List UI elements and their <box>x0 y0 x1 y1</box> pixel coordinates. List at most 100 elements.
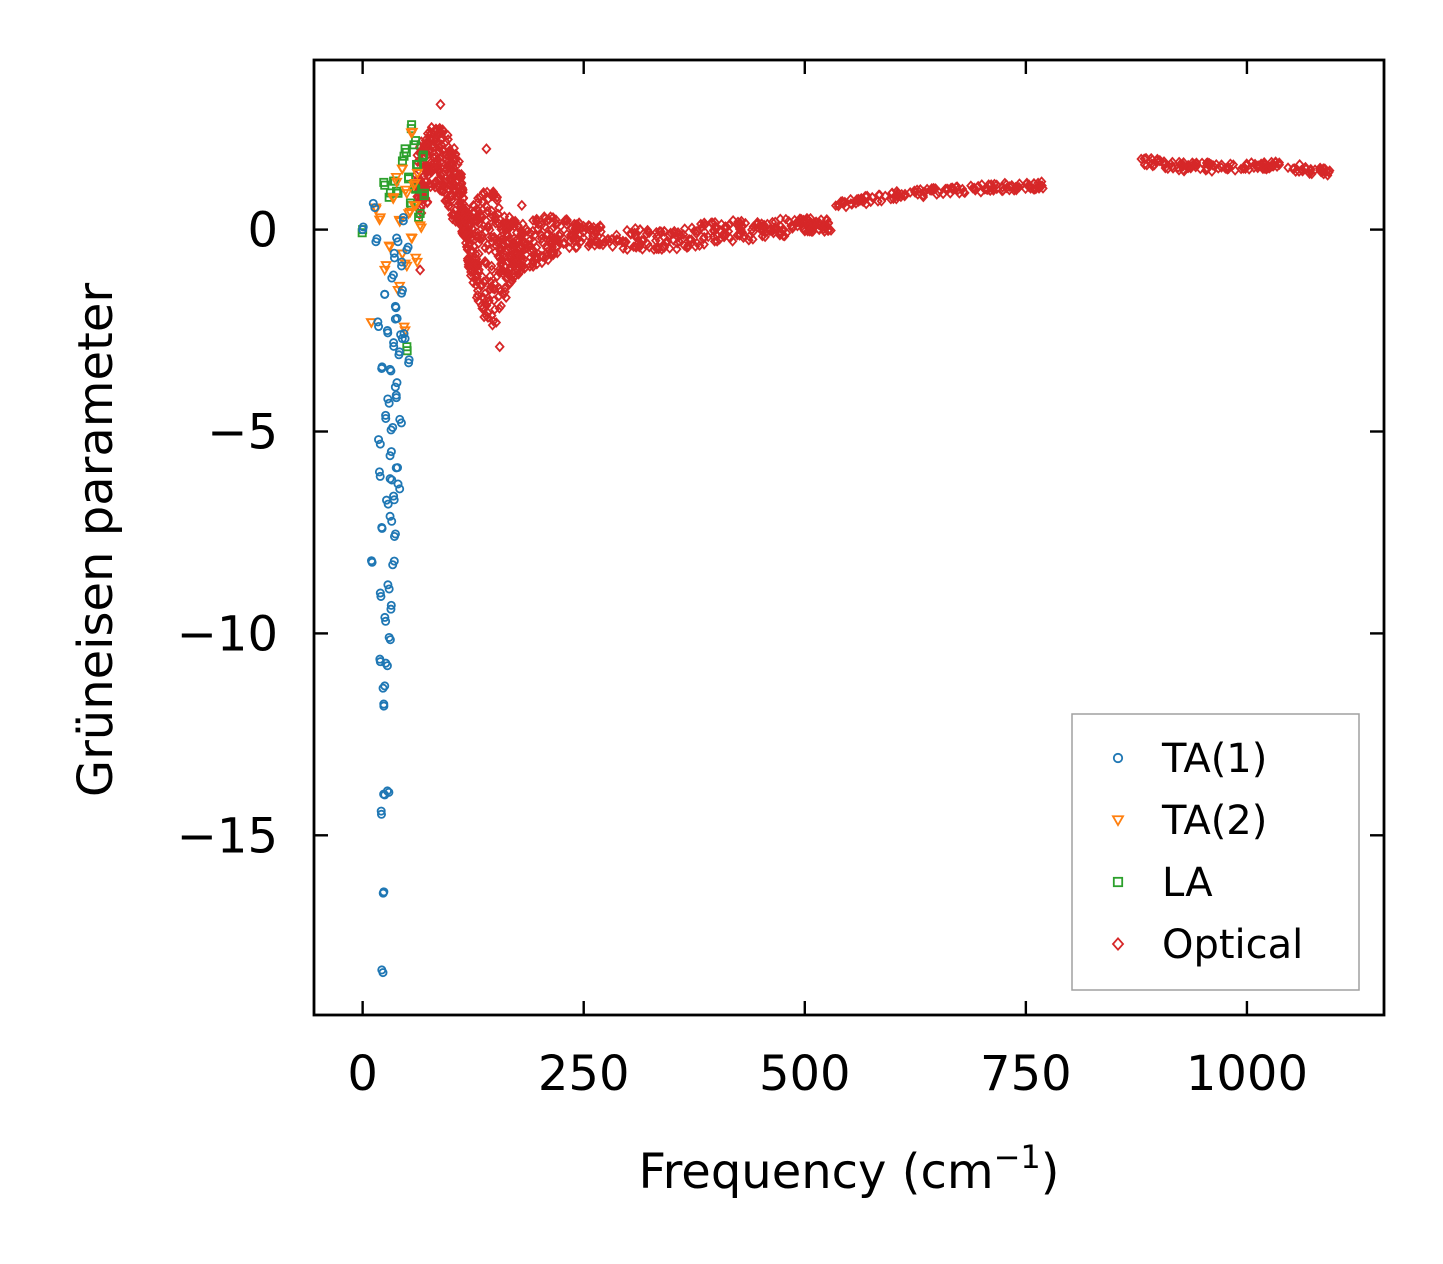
optical-point <box>492 195 502 207</box>
ta1-point <box>393 463 403 473</box>
optical-point <box>781 227 792 239</box>
optical-point <box>912 189 923 200</box>
optical-point <box>456 171 466 183</box>
optical-point <box>432 153 443 165</box>
ta1-point <box>400 334 410 344</box>
optical-point <box>1013 182 1023 193</box>
ta1-point <box>380 289 390 299</box>
optical-point <box>519 253 529 265</box>
ta1-point <box>370 203 380 213</box>
optical-point <box>483 221 494 233</box>
optical-point <box>1146 152 1157 164</box>
ta1-point <box>397 261 407 271</box>
optical-point <box>473 205 484 217</box>
optical-point <box>510 218 521 229</box>
optical-point <box>469 215 480 226</box>
optical-point <box>888 193 899 205</box>
y-tick-label: 0 <box>247 203 278 259</box>
optical-point <box>830 200 841 212</box>
optical-point <box>509 258 520 270</box>
ta2-point <box>390 177 403 189</box>
optical-point <box>430 134 441 146</box>
x-axis-title-close: ) <box>1041 1144 1060 1200</box>
optical-point <box>501 229 512 241</box>
legend-la-item: LA <box>1112 860 1213 906</box>
legend-ta1-item: TA(1) <box>1112 736 1267 782</box>
optical-point <box>900 188 910 200</box>
optical-point <box>441 136 451 148</box>
legend-ta1-label: TA(1) <box>1161 736 1267 782</box>
optical-point <box>892 187 903 199</box>
optical-point <box>737 226 747 238</box>
ta1-point <box>375 588 385 598</box>
ta1-point <box>386 600 396 610</box>
optical-point <box>1261 163 1272 175</box>
optical-point <box>598 239 608 251</box>
x-tick-label: 250 <box>538 1046 630 1102</box>
ta1-point <box>381 658 391 668</box>
ta2-point <box>411 257 424 269</box>
optical-point <box>595 238 605 250</box>
ta1-point <box>385 635 395 645</box>
optical-point <box>421 175 432 187</box>
optical-point <box>454 156 464 167</box>
optical-point <box>1006 179 1017 191</box>
optical-point <box>642 238 653 250</box>
optical-point <box>517 256 527 267</box>
optical-point <box>580 222 591 234</box>
ta1-point <box>395 484 405 494</box>
optical-point <box>435 169 446 181</box>
optical-point <box>443 183 453 195</box>
optical-point <box>628 241 639 253</box>
optical-point <box>572 241 582 253</box>
ta1-point <box>386 425 396 435</box>
ta1-point <box>390 314 400 324</box>
ta1-point <box>397 288 407 298</box>
optical-point <box>484 244 494 256</box>
optical-point <box>1011 184 1022 196</box>
x-axis-title-main: Frequency (cm <box>638 1144 993 1200</box>
optical-point <box>691 228 702 240</box>
ta1-point <box>389 491 399 501</box>
legend-optical-marker <box>1111 936 1125 952</box>
optical-point <box>536 250 546 262</box>
axes-layer: 0 250 500 750 1000 0 −5 −10 −15 Frequency (cm−1) G… <box>68 58 1386 1200</box>
optical-point <box>468 277 478 289</box>
y-tick-label: −10 <box>177 606 278 662</box>
optical-point <box>537 236 548 248</box>
optical-point <box>1033 177 1043 189</box>
optical-point <box>474 264 484 276</box>
ta2-point <box>383 242 396 253</box>
la-point <box>411 136 421 146</box>
ta1-point <box>375 654 385 664</box>
ta1-point <box>374 467 384 477</box>
legend-optical-label: Optical <box>1162 922 1303 968</box>
optical-point <box>483 292 493 304</box>
optical-point <box>475 233 485 245</box>
ta1-point <box>390 529 400 539</box>
la-point <box>419 191 429 201</box>
optical-point <box>537 257 547 269</box>
ta1-point <box>375 439 385 449</box>
optical-point <box>969 182 980 194</box>
optical-point <box>481 258 492 270</box>
ta2-point <box>396 249 409 260</box>
optical-point <box>592 235 603 247</box>
optical-point <box>481 143 492 155</box>
optical-point <box>501 292 511 303</box>
series-ta1 <box>358 198 414 978</box>
optical-point <box>1238 163 1249 174</box>
optical-point <box>622 244 633 255</box>
optical-point <box>673 227 683 238</box>
optical-point <box>699 217 710 229</box>
ta1-point <box>379 699 389 709</box>
optical-point <box>703 231 714 243</box>
optical-point <box>774 227 785 239</box>
optical-point <box>603 233 613 245</box>
x-axis-title: Frequency (cm−1) <box>638 1138 1059 1200</box>
optical-point <box>487 310 497 321</box>
optical-point <box>1294 159 1305 170</box>
optical-point <box>672 237 683 249</box>
optical-point <box>727 235 738 247</box>
optical-point <box>706 217 717 229</box>
